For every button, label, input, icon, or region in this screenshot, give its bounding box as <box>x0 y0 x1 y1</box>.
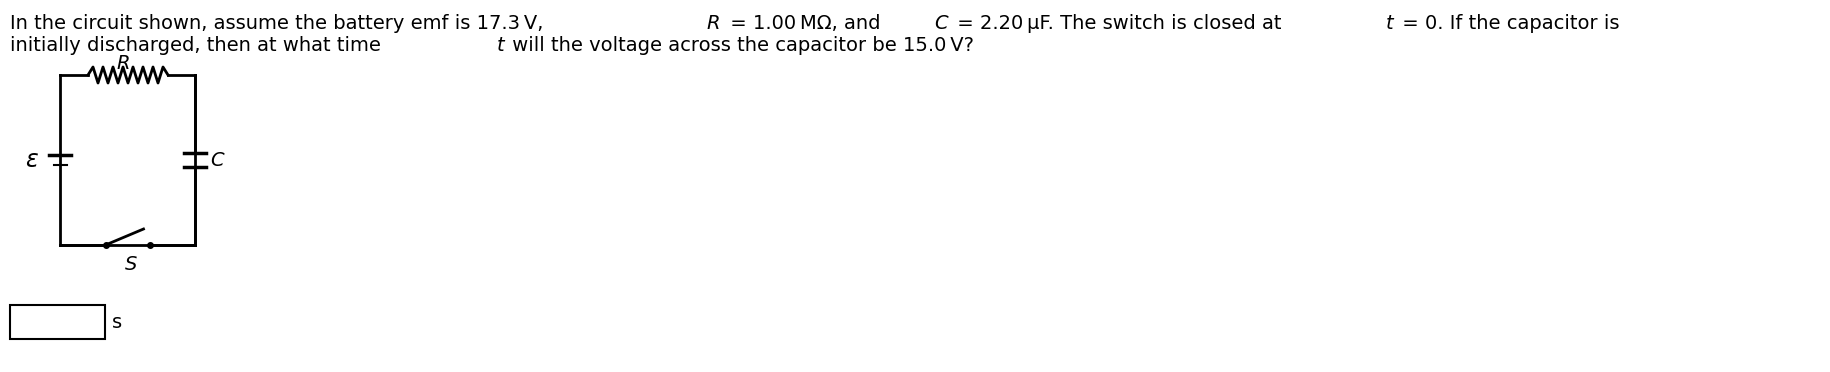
Text: t: t <box>1385 14 1393 33</box>
Text: R: R <box>706 14 719 33</box>
Text: R: R <box>117 54 130 73</box>
Bar <box>9 305 104 339</box>
Text: ε: ε <box>26 148 38 172</box>
Text: C: C <box>210 151 223 170</box>
Text: C: C <box>933 14 948 33</box>
Text: = 0. If the capacitor is: = 0. If the capacitor is <box>1396 14 1620 33</box>
Text: will the voltage across the capacitor be 15.0 V?: will the voltage across the capacitor be… <box>507 36 974 55</box>
Text: In the circuit shown, assume the battery emf is 17.3 V,: In the circuit shown, assume the battery… <box>9 14 549 33</box>
Text: = 2.20 μF. The switch is closed at: = 2.20 μF. The switch is closed at <box>952 14 1288 33</box>
Text: = 1.00 MΩ, and: = 1.00 MΩ, and <box>723 14 886 33</box>
Text: t: t <box>496 36 505 55</box>
Text: initially discharged, then at what time: initially discharged, then at what time <box>9 36 388 55</box>
Text: s: s <box>112 312 123 331</box>
Text: S: S <box>124 255 137 274</box>
